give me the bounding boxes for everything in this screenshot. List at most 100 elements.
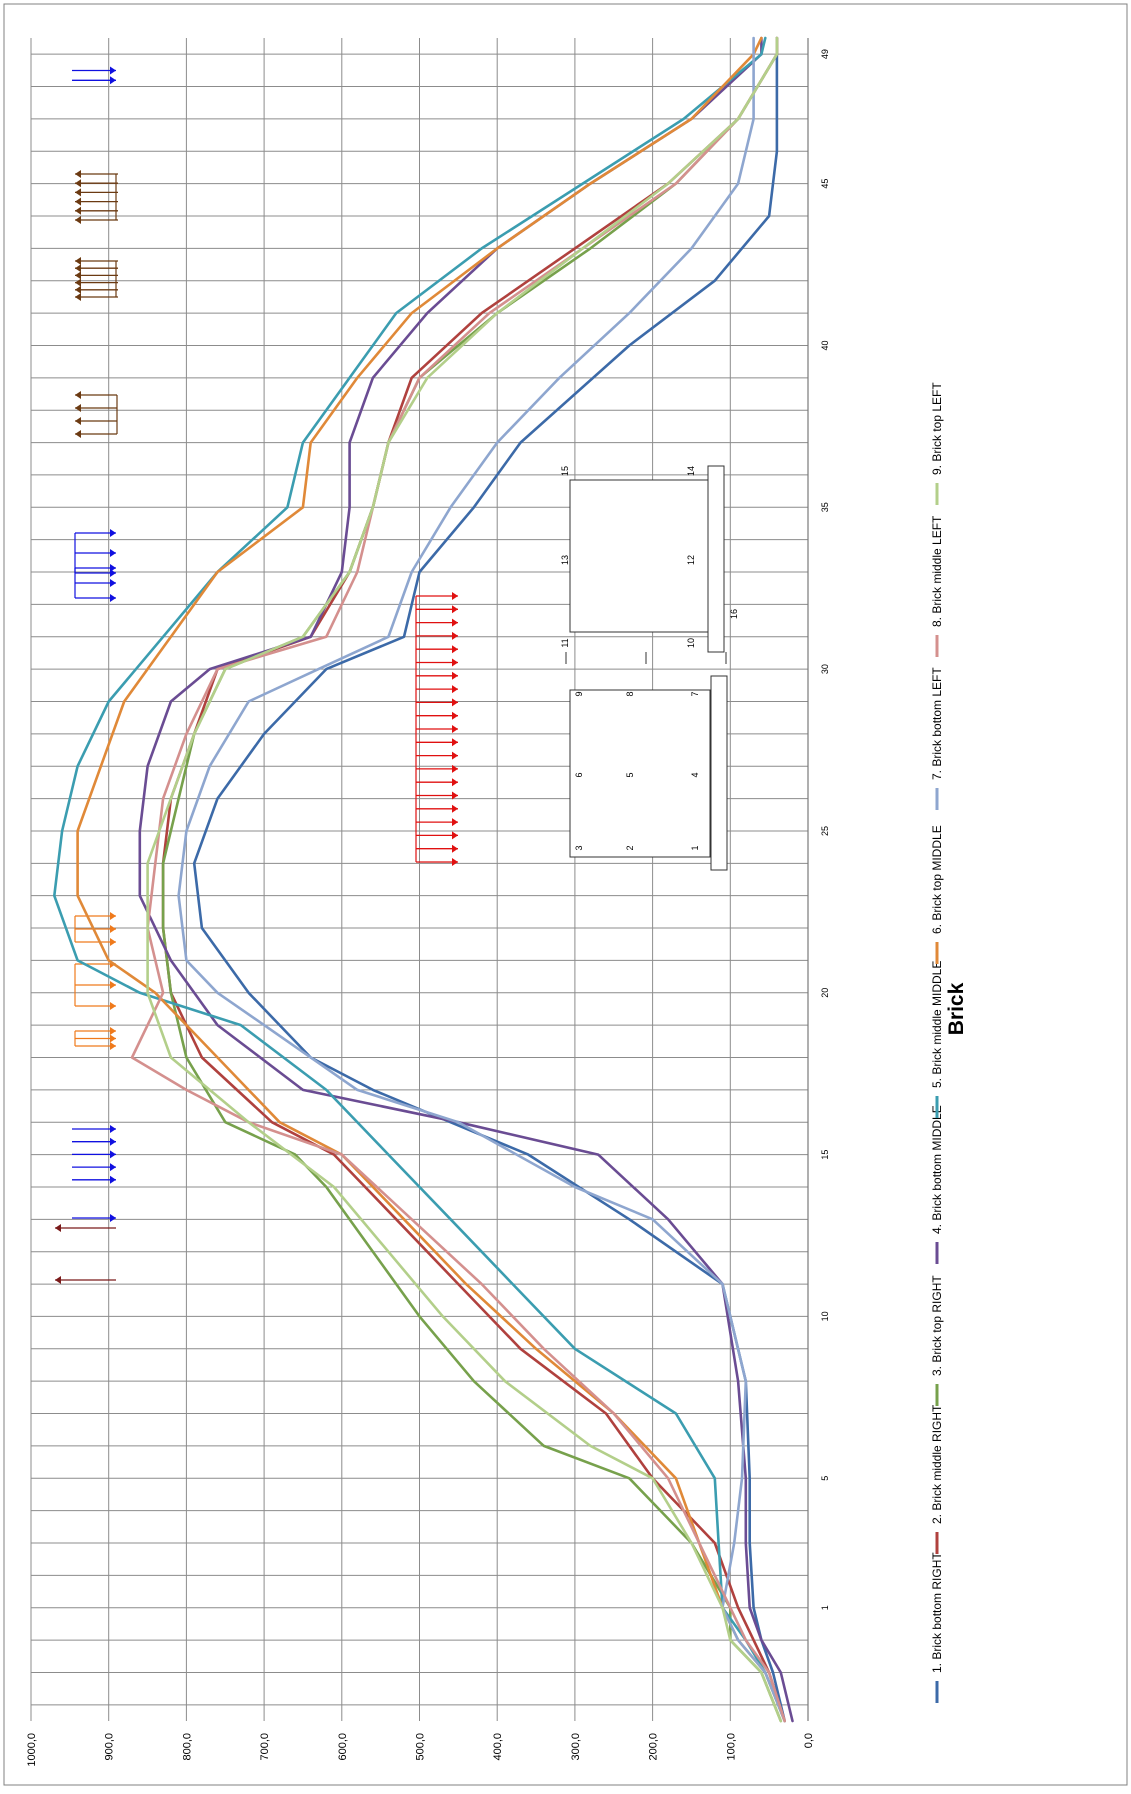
load-arrow-head [110, 1150, 116, 1159]
series-line-6 [76, 36, 786, 1723]
value-tick-label: 1000,0 [26, 1733, 38, 1767]
load-arrow-head [452, 685, 458, 694]
reaction-arrow-head [75, 293, 81, 301]
inset-position-label: 14 [686, 466, 696, 476]
load-arrow-head [452, 791, 458, 800]
arrow-annotations [55, 66, 458, 1284]
reaction-arrow-head [75, 170, 81, 178]
load-arrow-head [110, 1125, 116, 1133]
load-arrow-head [452, 592, 458, 600]
load-arrow-head [110, 1175, 116, 1184]
value-tick-label: 300,0 [570, 1733, 582, 1761]
reaction-arrow-head [75, 216, 81, 224]
reaction-arrow-head [75, 257, 81, 265]
reaction-arrow-head [75, 278, 81, 287]
inset-position-label: 11 [560, 638, 570, 647]
series-line-1 [192, 36, 786, 1723]
load-arrow-head [452, 658, 458, 667]
reaction-arrow-head [75, 404, 81, 412]
inset-right-brick [569, 479, 711, 633]
reaction-arrow-head [75, 391, 81, 399]
value-tick-label: 400,0 [492, 1733, 504, 1761]
reaction-arrow-head [75, 264, 81, 273]
value-tick-label: 900,0 [104, 1733, 116, 1761]
load-arrow-head [452, 858, 458, 866]
load-arrow-head [452, 671, 458, 680]
reaction-arrow-head [75, 179, 81, 188]
tick-labels: 0,0 100,0 200,0 300,0 400,0 500,0 600,0 700,0 80… [26, 49, 830, 1766]
load-arrow-head [110, 76, 116, 85]
value-tick-label: 0,0 [803, 1733, 815, 1748]
inset-position-label: 15 [560, 466, 570, 476]
load-arrow-head [452, 804, 458, 813]
category-tick-label: 25 [820, 826, 830, 836]
legend-label-2: 2. Brick middle RIGHT [930, 1404, 944, 1524]
category-tick-label: 35 [820, 502, 830, 512]
inset-left-base [710, 675, 728, 871]
category-tick-label: 10 [820, 1311, 830, 1321]
load-arrow-head [110, 66, 116, 75]
load-arrow-head [110, 1042, 116, 1050]
category-tick-label: 30 [820, 664, 830, 674]
category-tick-label: 20 [820, 988, 830, 998]
inset-position-label: 12 [686, 555, 696, 565]
load-arrow-head [452, 698, 458, 707]
category-tick-label: 5 [820, 1476, 830, 1481]
load-arrow-head [452, 618, 458, 627]
series-line-5 [53, 36, 786, 1723]
load-arrow-head [110, 594, 116, 602]
legend-label-7: 7. Brick bottom LEFT [930, 667, 944, 780]
load-arrow-head [452, 844, 458, 853]
legend: 1. Brick bottom RIGHT 2. Brick middle RIG… [930, 382, 944, 1703]
load-arrow-head [452, 764, 458, 773]
chart-border [3, 3, 1128, 1786]
reaction-arrow-head [75, 417, 81, 425]
load-arrow-head [110, 912, 116, 920]
value-tick-label: 600,0 [337, 1733, 349, 1761]
series-line-7 [177, 36, 786, 1723]
inset-position-label: 1 [690, 845, 700, 850]
inset-position-label: 10 [686, 638, 696, 648]
load-arrow-head [110, 1002, 116, 1010]
load-arrow-head [110, 579, 116, 587]
reaction-arrow-head [75, 197, 81, 206]
legend-label-1: 1. Brick bottom RIGHT [930, 1552, 944, 1673]
legend-label-8: 8. Brick middle LEFT [930, 515, 944, 627]
inset-position-label: 2 [625, 845, 635, 850]
reaction-arrow-head [55, 1276, 61, 1284]
inset-position-label: 4 [690, 772, 700, 777]
x-axis-title: Brick [945, 982, 968, 1035]
value-tick-label: 500,0 [415, 1733, 427, 1761]
reaction-arrow-head [75, 430, 81, 438]
category-tick-label: 45 [820, 179, 830, 189]
value-tick-label: 200,0 [648, 1733, 660, 1761]
load-arrow-head [452, 751, 458, 760]
load-arrow-head [452, 711, 458, 720]
inset-left-brick [569, 689, 711, 858]
legend-label-9: 9. Brick top LEFT [930, 382, 944, 475]
legend-label-4: 4. Brick bottom MIDDLE [930, 1105, 944, 1234]
load-arrow-head [110, 981, 116, 989]
reaction-arrow-head [55, 1224, 61, 1232]
load-arrow-head [110, 925, 116, 933]
load-arrow-head [452, 778, 458, 787]
load-arrow-head [110, 529, 116, 537]
load-arrow-head [110, 1214, 116, 1222]
load-arrow-head [110, 549, 116, 557]
inset-position-label: 7 [690, 691, 700, 696]
category-tick-label: 40 [820, 340, 830, 350]
inset-position-label: 3 [574, 845, 584, 850]
series-line-9 [146, 36, 783, 1723]
reaction-arrow-head [75, 188, 81, 197]
load-arrow-head [110, 938, 116, 946]
inset-position-label: 16 [729, 609, 739, 619]
load-arrow-head [452, 738, 458, 747]
load-arrow-head [110, 1137, 116, 1146]
value-tick-label: 800,0 [181, 1733, 193, 1761]
load-arrow-head [110, 564, 116, 572]
inset-position-label: 5 [625, 772, 635, 777]
load-arrow-head [452, 818, 458, 827]
legend-label-3: 3. Brick top RIGHT [930, 1275, 944, 1376]
